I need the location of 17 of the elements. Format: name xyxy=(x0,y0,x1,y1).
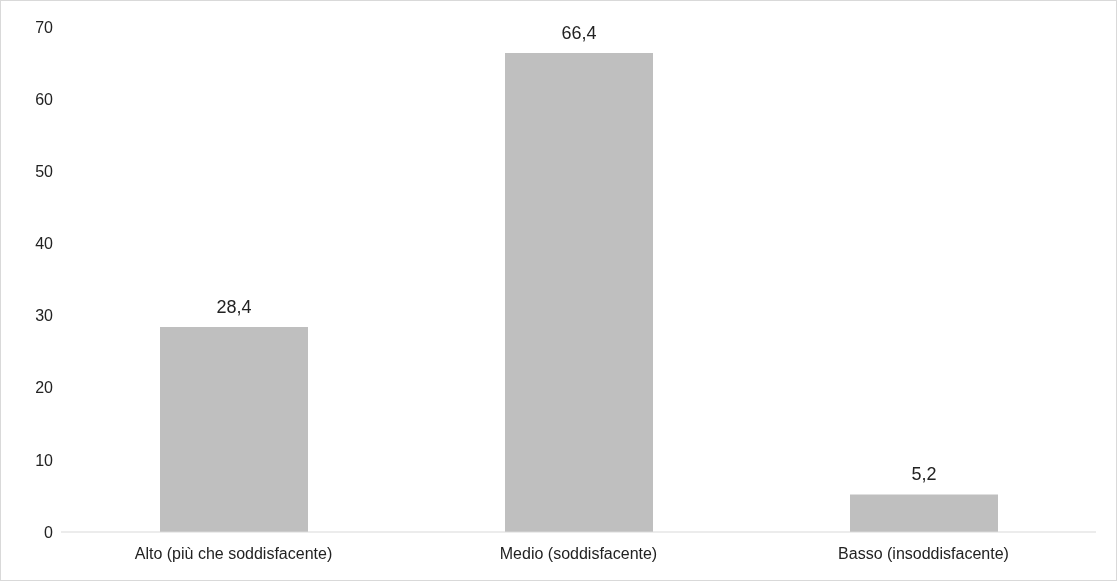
y-tick-label: 40 xyxy=(35,235,54,253)
y-tick-label: 70 xyxy=(35,18,54,36)
bar xyxy=(850,494,998,532)
bar xyxy=(505,52,653,532)
y-tick-label: 50 xyxy=(35,162,54,180)
data-label: 28,4 xyxy=(216,297,252,318)
y-tick-label: 10 xyxy=(35,451,54,469)
data-label: 5,2 xyxy=(911,464,937,485)
y-tick-label: 60 xyxy=(35,90,54,108)
x-tick-label: Alto (più che soddisfacente) xyxy=(134,545,333,563)
data-label: 66,4 xyxy=(561,22,597,43)
x-tick-label: Medio (soddisfacente) xyxy=(499,545,658,563)
y-tick-label: 30 xyxy=(35,307,54,325)
x-tick-label: Basso (insoddisfacente) xyxy=(838,545,1009,563)
bar xyxy=(160,327,308,532)
y-tick-label: 0 xyxy=(44,523,54,541)
y-tick-label: 20 xyxy=(35,379,54,397)
